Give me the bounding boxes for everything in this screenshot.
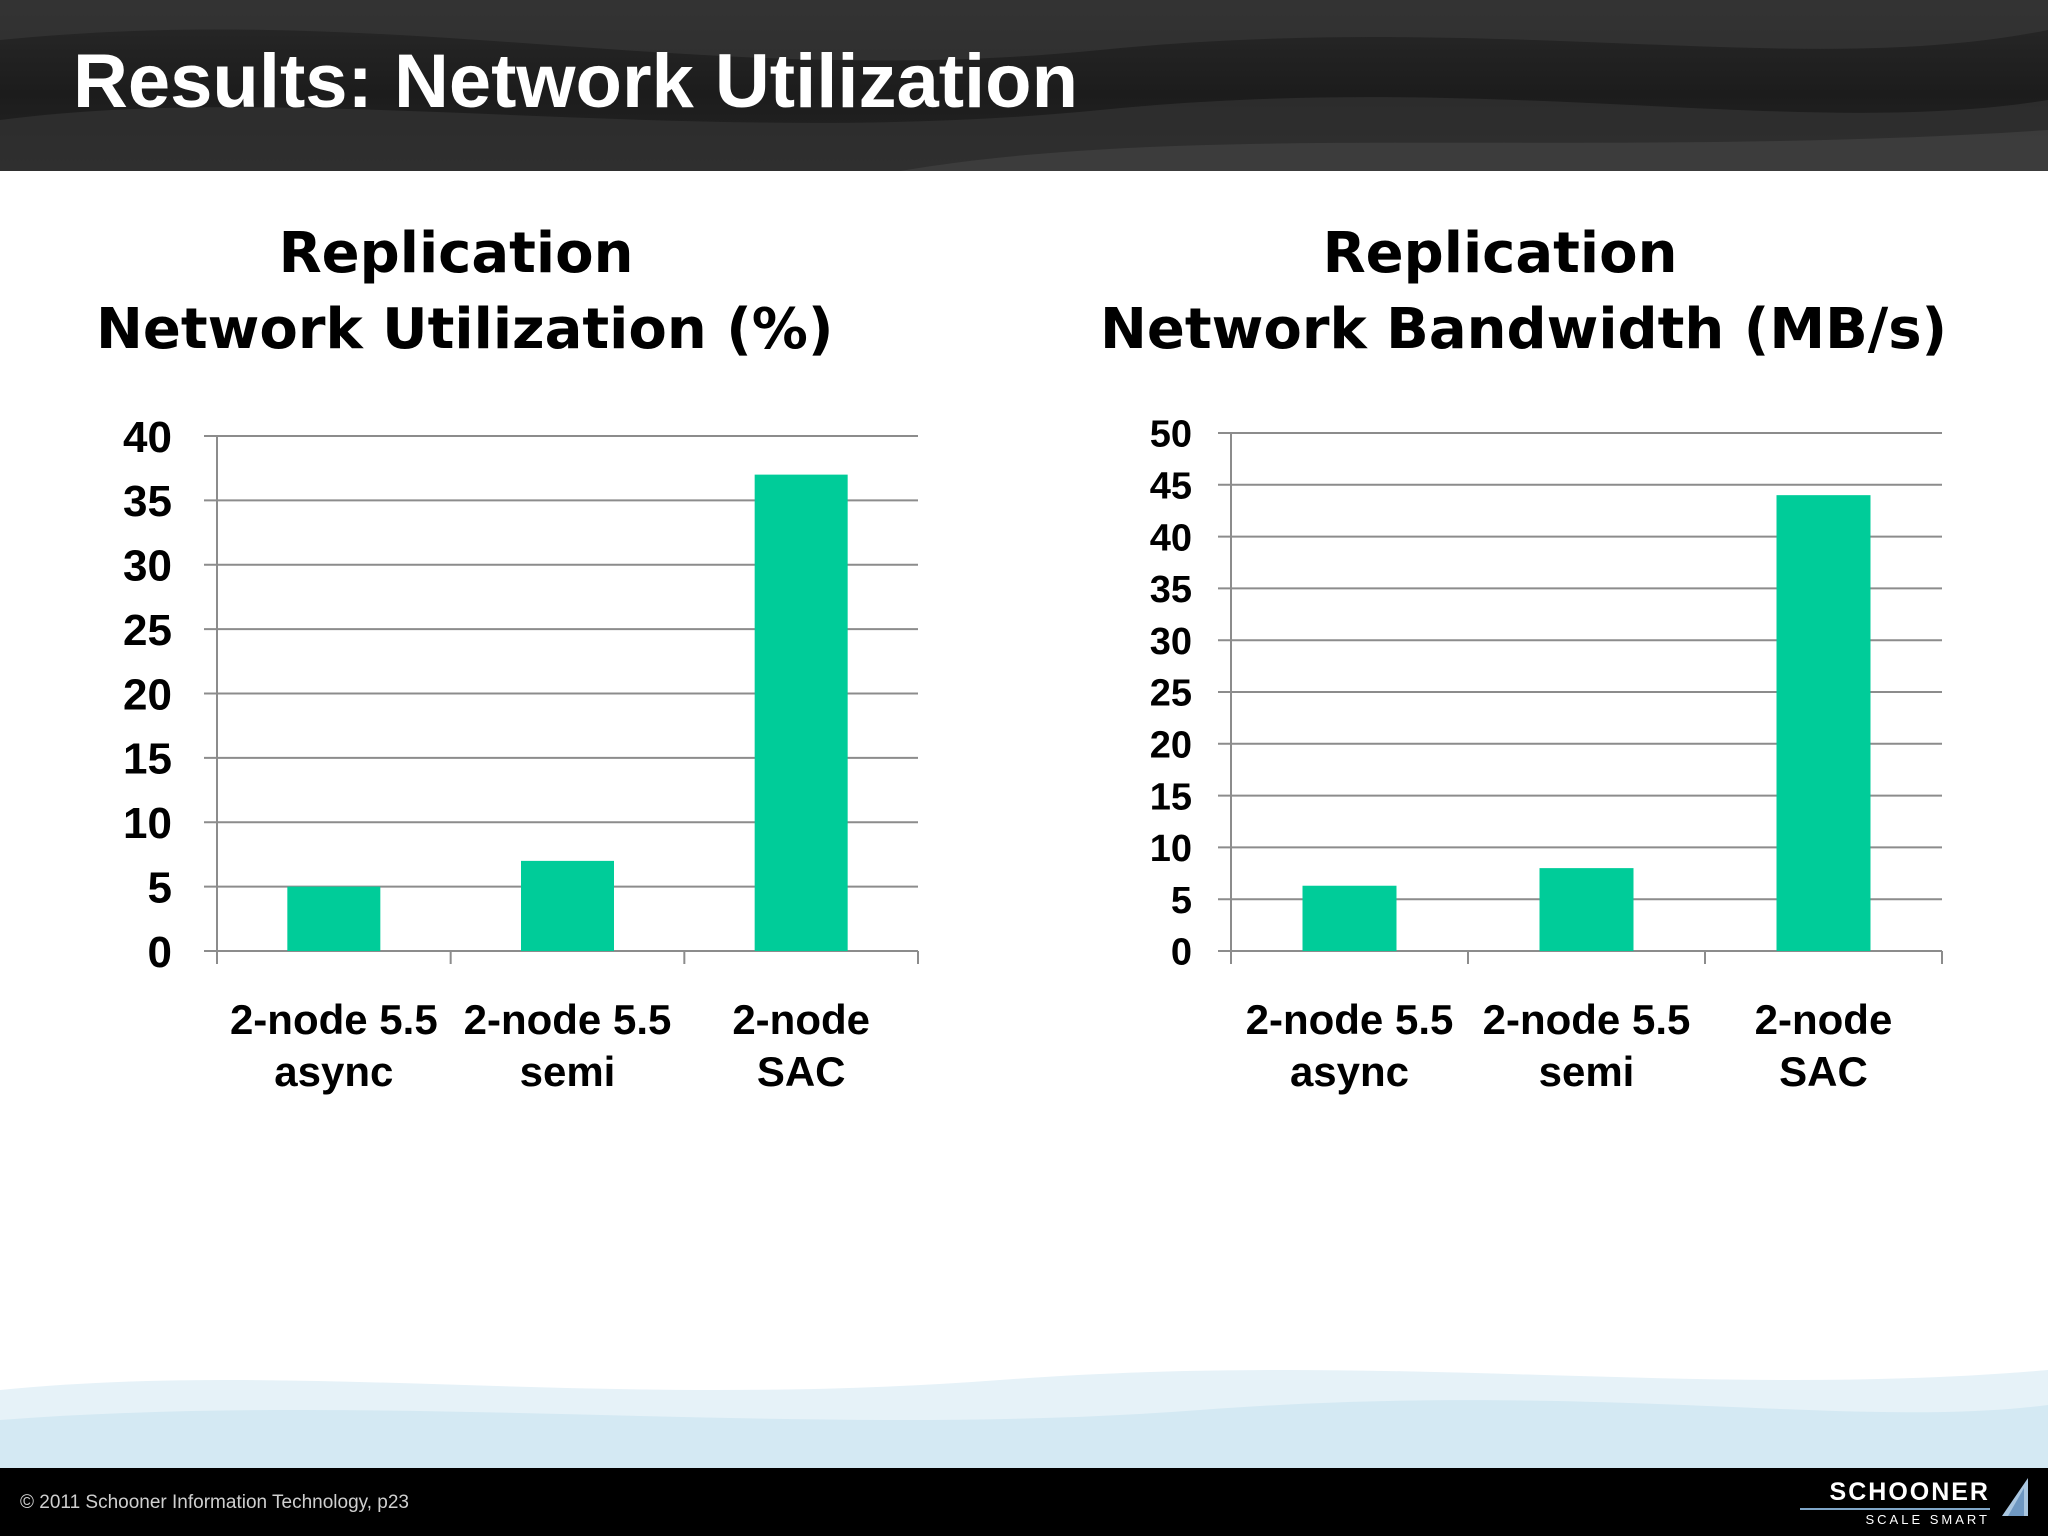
schooner-logo: SCHOONER SCALE SMART xyxy=(1798,1474,2038,1532)
sail-icon xyxy=(2002,1478,2028,1516)
header-wave-decoration xyxy=(0,0,2048,171)
bar xyxy=(1539,868,1634,951)
y-tick-label: 10 xyxy=(1150,828,1192,870)
y-tick-label: 30 xyxy=(1150,621,1192,663)
y-tick-label: 5 xyxy=(1171,880,1192,922)
x-category-label: 2-node 5.5 xyxy=(464,996,672,1043)
chart-title-line-2: Network Utilization (%) xyxy=(96,297,834,362)
y-tick-label: 15 xyxy=(1150,776,1192,818)
y-tick-label: 20 xyxy=(123,670,172,719)
logo-name: SCHOONER xyxy=(1829,1478,1990,1506)
y-tick-label: 15 xyxy=(123,735,172,784)
bar xyxy=(287,886,381,951)
x-category-label: 2-node 5.5 xyxy=(1483,996,1691,1043)
y-tick-label: 50 xyxy=(1150,414,1192,456)
x-category-label: SAC xyxy=(1779,1048,1868,1095)
footer-wave-decoration xyxy=(0,1370,2048,1468)
x-category-label: 2-node xyxy=(732,996,870,1043)
slide-header: Results: Network Utilization xyxy=(0,0,2048,171)
chart-title-network-bandwidth: Replication Network Bandwidth (MB/s) xyxy=(1100,216,1948,368)
y-tick-label: 25 xyxy=(123,606,172,655)
x-category-label: async xyxy=(274,1048,393,1095)
x-category-label: 2-node xyxy=(1755,996,1893,1043)
bar xyxy=(1302,885,1397,951)
slide-footer: © 2011 Schooner Information Technology, … xyxy=(0,1468,2048,1536)
bar xyxy=(1776,495,1871,951)
y-tick-label: 45 xyxy=(1150,465,1192,507)
y-tick-label: 30 xyxy=(123,542,172,591)
chart-title-line-2: Network Bandwidth (MB/s) xyxy=(1100,297,1948,362)
y-tick-label: 40 xyxy=(123,413,172,462)
chart-title-line-1: Replication xyxy=(1322,221,1678,286)
x-category-label: async xyxy=(1290,1048,1409,1095)
bar xyxy=(521,860,614,951)
y-tick-label: 0 xyxy=(1171,932,1192,974)
x-category-label: semi xyxy=(1539,1048,1635,1095)
chart-title-line-1: Replication xyxy=(278,221,634,286)
y-tick-label: 5 xyxy=(148,863,172,912)
logo-tagline: SCALE SMART xyxy=(1865,1512,1990,1527)
bar xyxy=(754,474,848,951)
y-tick-label: 20 xyxy=(1150,724,1192,766)
x-category-label: 2-node 5.5 xyxy=(1246,996,1454,1043)
y-tick-label: 0 xyxy=(148,928,172,977)
x-category-label: SAC xyxy=(757,1048,846,1095)
y-tick-label: 40 xyxy=(1150,517,1192,559)
y-tick-label: 10 xyxy=(123,799,172,848)
y-tick-label: 35 xyxy=(1150,569,1192,611)
x-category-label: 2-node 5.5 xyxy=(230,996,438,1043)
y-tick-label: 35 xyxy=(123,477,172,526)
copyright-text: © 2011 Schooner Information Technology, … xyxy=(20,1492,409,1513)
x-category-label: semi xyxy=(520,1048,616,1095)
y-tick-label: 25 xyxy=(1150,673,1192,715)
logo-divider xyxy=(1800,1508,1990,1510)
chart-title-network-utilization: Replication Network Utilization (%) xyxy=(96,216,834,368)
slide-title: Results: Network Utilization xyxy=(73,39,1078,124)
